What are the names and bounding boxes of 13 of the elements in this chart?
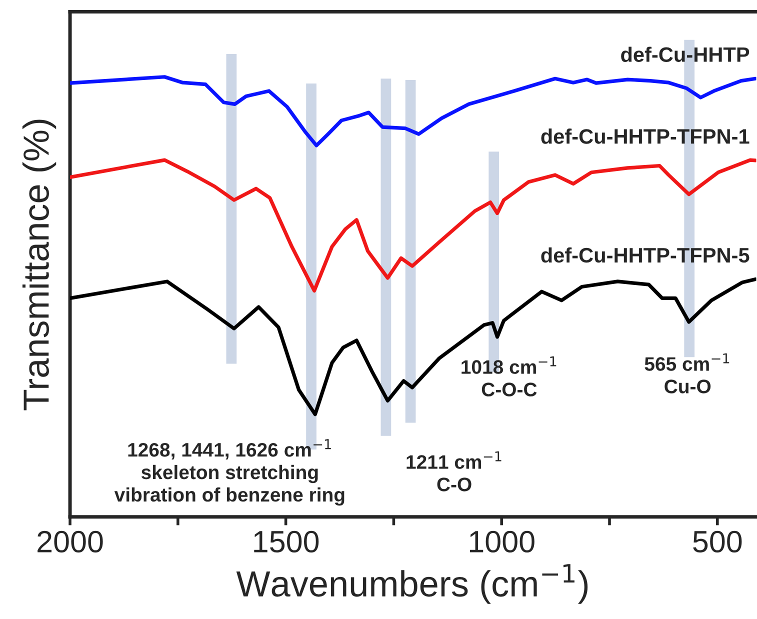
series-label: def-Cu-HHTP-TFPN-5 xyxy=(541,247,750,263)
text: 565 cm$^{−1}$ Cu-O xyxy=(644,353,730,394)
y-axis-title: Transmittance (%) xyxy=(22,120,56,410)
x-tick-label: 1000 xyxy=(470,530,534,553)
x-tick-label: 2000 xyxy=(38,530,103,553)
series-label: def-Cu-HHTP xyxy=(621,46,750,62)
x-tick-label: 1500 xyxy=(254,530,319,553)
x-tick-label: 500 xyxy=(693,530,742,553)
annotation: 1268, 1441, 1626 cm$^{−1}$ skeleton stretching vibration of benzene ring xyxy=(114,439,344,506)
text: 1018 cm$^{−1}$ C-O-C xyxy=(462,356,556,396)
series-label: def-Cu-HHTP-TFPN-1 xyxy=(541,128,750,144)
text: 1211 cm$^{−1}$ C-O xyxy=(406,451,502,492)
x-axis-title: Wavenumbers (cm$^{−1}$) xyxy=(236,564,588,604)
